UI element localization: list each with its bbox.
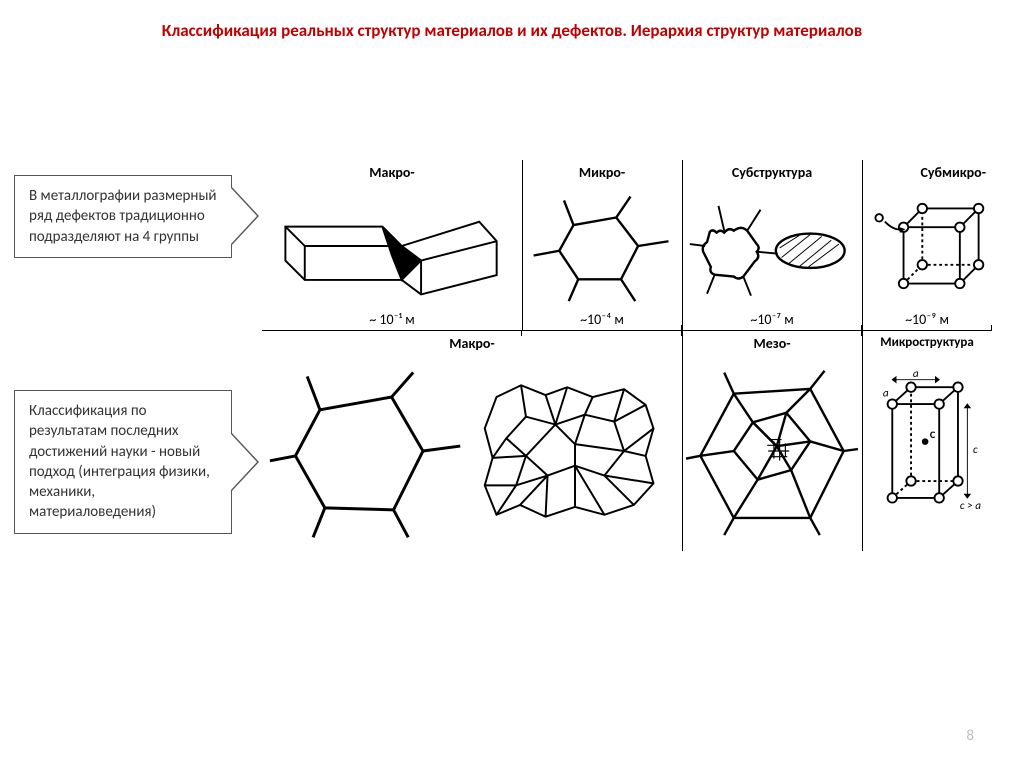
- callout-box-2: Классификация по результатам последних д…: [14, 390, 232, 534]
- header-microstructure: Микроструктура: [862, 335, 992, 350]
- header-macro-2: Макро-: [262, 335, 682, 352]
- row-modern: Макро-: [262, 331, 992, 551]
- header-submicro: Субмикро-: [862, 164, 992, 181]
- label-a-side: a: [883, 387, 889, 401]
- diagram-macro-meso: [266, 359, 678, 543]
- cell-macro-2: Макро-: [262, 331, 683, 551]
- header-substructure: Субструктура: [682, 164, 862, 181]
- cell-micro-1: Микро- ~10⁻⁴ м: [522, 160, 683, 330]
- cell-microstructure: Микроструктура: [862, 331, 992, 551]
- figure-area: Макро- ~ 1: [262, 160, 992, 590]
- label-c: c: [973, 443, 978, 457]
- scale-micro-1: ~10⁻⁴ м: [522, 311, 682, 328]
- diagram-macro-block: [266, 184, 518, 308]
- page-title: Классификация реальных структур материал…: [60, 20, 964, 42]
- scale-submicro: ~10⁻⁹ м: [862, 311, 992, 328]
- cell-substructure: Субструктура: [682, 160, 863, 330]
- diagram-submicro-lattice: [866, 184, 988, 308]
- diagram-substructure: [686, 184, 858, 308]
- callout-box-1: В металлографии размерный ряд дефектов т…: [14, 175, 232, 258]
- label-cgta: c > a: [960, 499, 981, 513]
- header-macro-1: Макро-: [262, 164, 522, 181]
- label-a-top: a: [913, 367, 919, 381]
- header-meso: Мезо-: [682, 335, 862, 352]
- page-number: 8: [966, 727, 974, 745]
- row-traditional: Макро- ~ 1: [262, 160, 992, 331]
- cell-meso: Мезо-: [682, 331, 863, 551]
- scale-macro-1: ~ 10⁻¹ м: [262, 311, 522, 328]
- diagram-unit-cell: a a c c > a C: [866, 359, 988, 543]
- diagram-micro-grain: [526, 184, 678, 308]
- header-micro-1: Микро-: [522, 164, 682, 181]
- cell-submicro: Субмикро-: [862, 160, 992, 330]
- scale-substructure: ~10⁻⁷ м: [682, 311, 862, 328]
- label-carbon: C: [930, 428, 936, 441]
- cell-macro-1: Макро- ~ 1: [262, 160, 523, 330]
- diagram-meso-grain: [686, 359, 858, 543]
